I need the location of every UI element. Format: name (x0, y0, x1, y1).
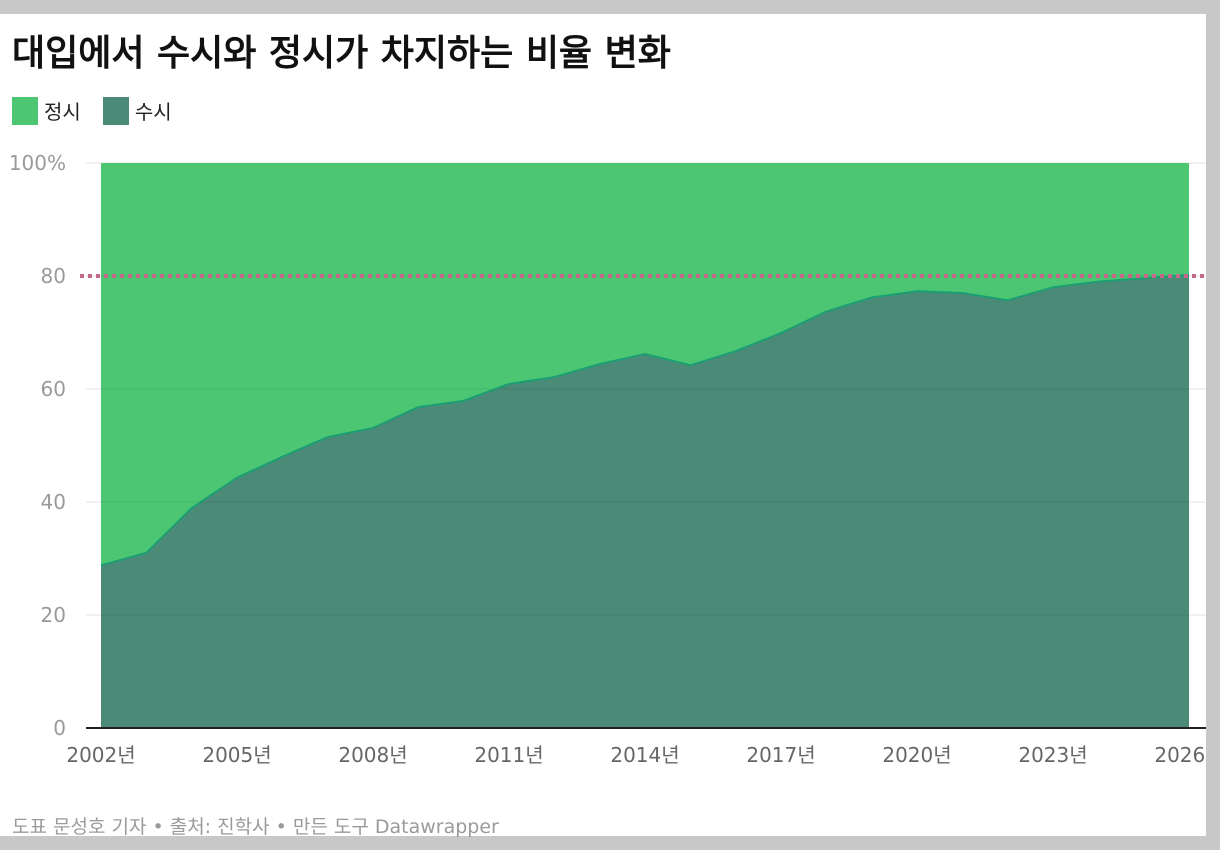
y-tick-label: 100% (9, 151, 66, 175)
x-tick-label: 2008년 (338, 743, 407, 767)
legend: 정시 수시 (12, 96, 194, 125)
x-tick-label: 2002년 (66, 743, 135, 767)
y-tick-label: 20 (41, 603, 66, 627)
area-jeongsi (101, 163, 1189, 566)
x-tick-label: 2005년 (202, 743, 271, 767)
legend-swatch-susi (102, 96, 129, 125)
x-tick-label: 2011년 (474, 743, 543, 767)
x-tick-label: 2014년 (610, 743, 679, 767)
x-tick-label: 2017년 (746, 743, 815, 767)
y-tick-label: 0 (53, 716, 66, 740)
legend-item-susi: 수시 (102, 96, 172, 125)
x-tick-label: 2023년 (1018, 743, 1087, 767)
y-tick-label: 40 (41, 490, 66, 514)
x-tick-label: 2026년 (1154, 743, 1206, 767)
y-tick-label: 80 (41, 264, 66, 288)
legend-swatch-jeongsi (12, 96, 38, 125)
chart-card: 대입에서 수시와 정시가 차지하는 비율 변화 정시 수시 0 20 40 60 80 1… (0, 14, 1206, 838)
area-chart: 0 20 40 60 80 100% 2002년 2005년 2008년 2011년 2014년 20… (9, 151, 1206, 767)
chart-footer: 도표 문성호 기자 • 출처: 진학사 • 만든 도구 Datawrapper (12, 816, 499, 838)
area-susi (101, 274, 1189, 728)
legend-label-susi: 수시 (134, 100, 172, 124)
legend-item-jeongsi: 정시 (12, 96, 81, 125)
x-tick-label: 2020년 (882, 743, 951, 767)
y-tick-label: 60 (41, 377, 66, 401)
chart-title: 대입에서 수시와 정시가 차지하는 비율 변화 (12, 33, 671, 74)
legend-label-jeongsi: 정시 (44, 100, 81, 124)
line-susi (100, 273, 1190, 567)
